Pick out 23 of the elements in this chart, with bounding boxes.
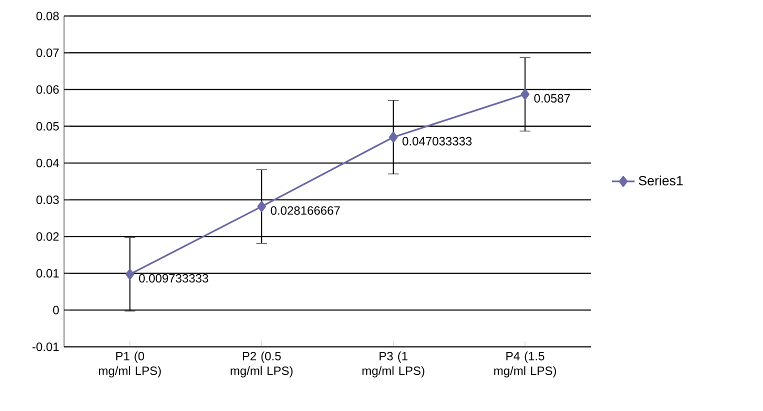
point bbox=[388, 132, 398, 143]
x-tick-label: P4 (1.5 mg/ml LPS) bbox=[494, 352, 556, 378]
x-tick-label: P2 (0.5 mg/ml LPS) bbox=[230, 352, 293, 378]
y-tick-label: 0.08 bbox=[36, 12, 59, 20]
data-label: 0.047033333 bbox=[402, 137, 472, 146]
data-label: 0.0587 bbox=[534, 94, 570, 103]
data-label: 0.009733333 bbox=[139, 274, 208, 283]
y-tick-label: 0.02 bbox=[36, 232, 59, 241]
x-tick-label: P3 (1 mg/ml LPS) bbox=[362, 352, 424, 378]
legend-label: Series1 bbox=[638, 176, 683, 186]
x-tick-label: P1 (0 mg/ml LPS) bbox=[99, 352, 161, 378]
data-label: 0.028166667 bbox=[270, 206, 340, 215]
point bbox=[126, 268, 134, 280]
y-tick-label: 0.07 bbox=[36, 48, 59, 58]
point bbox=[257, 201, 266, 212]
y-tick-label: 0.03 bbox=[36, 196, 59, 204]
y-tick-label: -0.01 bbox=[32, 342, 59, 352]
y-tick-label: 0.06 bbox=[36, 85, 59, 94]
y-tick-label: 0.01 bbox=[36, 269, 59, 278]
y-tick-label: 0.04 bbox=[36, 158, 59, 168]
y-tick-label: 0.05 bbox=[36, 122, 59, 131]
point bbox=[520, 88, 530, 100]
y-tick-label: 0 bbox=[53, 306, 59, 314]
